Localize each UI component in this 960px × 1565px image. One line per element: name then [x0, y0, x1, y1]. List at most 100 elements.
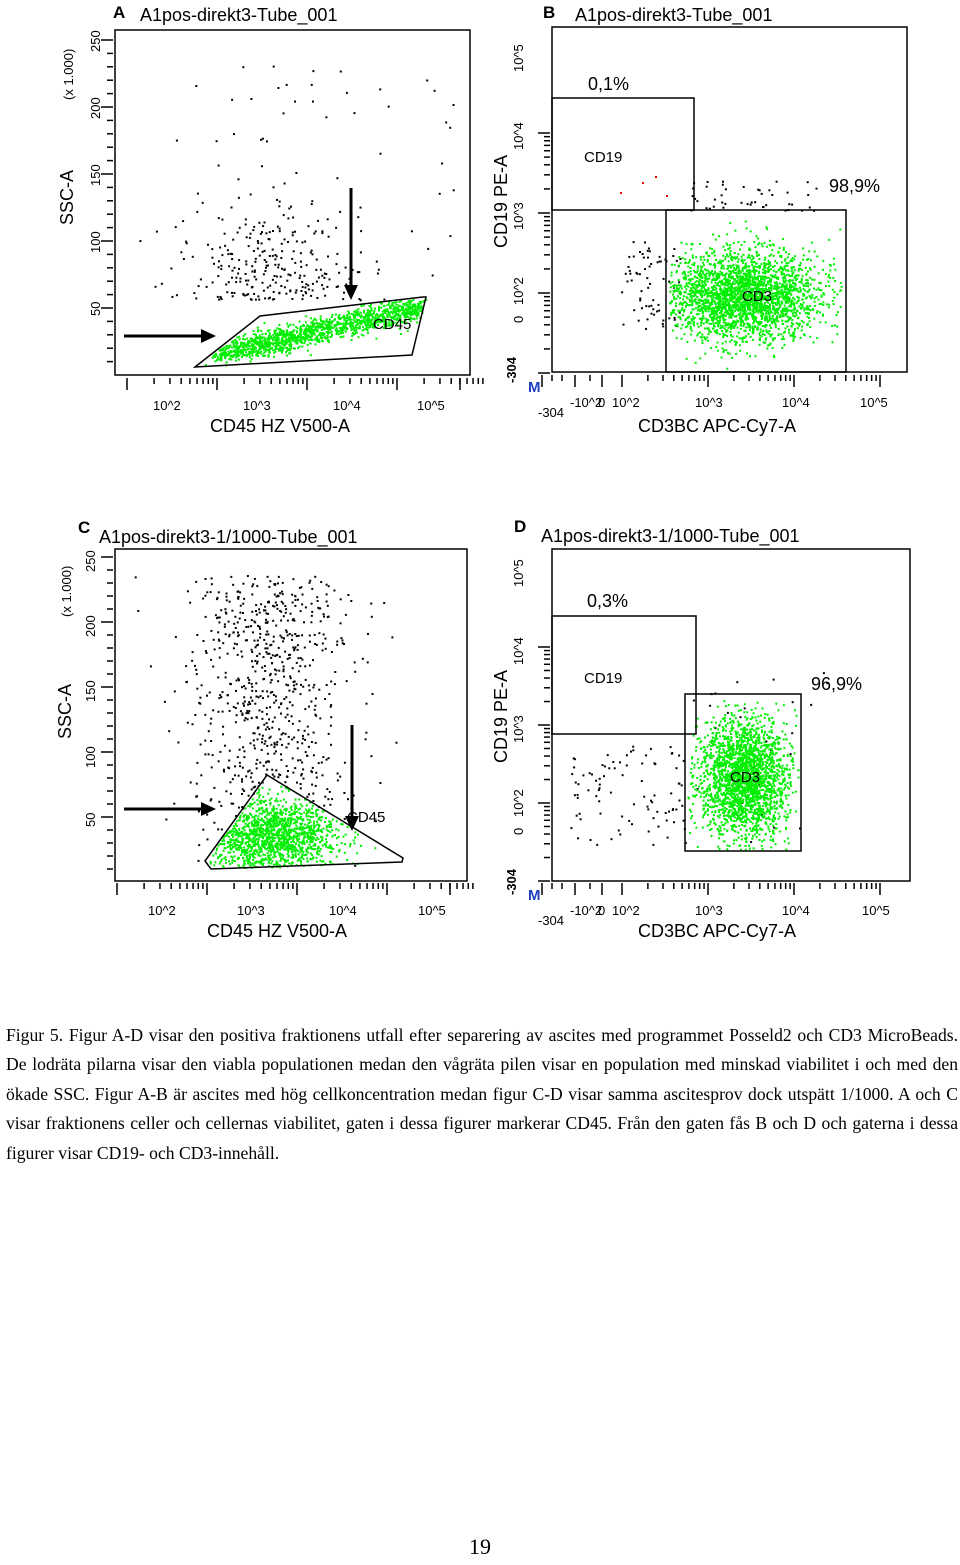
cd3-event	[729, 264, 732, 267]
cd3-event	[772, 295, 775, 298]
ungated-event	[315, 258, 318, 261]
gated-event	[248, 351, 251, 354]
cd3-event	[781, 322, 784, 325]
cd3-event	[683, 291, 686, 294]
cd3-event	[762, 330, 765, 333]
gated-event	[294, 338, 297, 341]
gated-event	[212, 354, 215, 357]
gated-event	[386, 304, 389, 307]
gated-event	[362, 326, 365, 328]
cd3-event	[726, 289, 729, 292]
ungated-event	[235, 815, 238, 817]
cd3-event	[735, 314, 738, 317]
cd3-event	[748, 308, 751, 311]
cd3-event	[784, 327, 787, 330]
cd3-event	[768, 289, 771, 292]
ungated-event	[339, 70, 342, 73]
ungated-event	[329, 724, 332, 727]
ungated-event	[225, 283, 228, 286]
gated-event	[224, 348, 227, 351]
ungated-event	[228, 635, 231, 638]
gated-event	[377, 320, 380, 323]
cd3-event	[805, 296, 808, 299]
ungated-event	[261, 250, 264, 253]
cd3-event	[792, 296, 795, 299]
ungated-event	[241, 714, 244, 716]
ungated-event	[219, 246, 222, 249]
cd3-event	[670, 313, 673, 316]
ungated-event	[251, 593, 254, 596]
cd3-event	[792, 323, 794, 326]
ungated-event	[319, 620, 322, 623]
cd3-event	[828, 263, 831, 266]
cd3-event	[739, 316, 741, 319]
ungated-event	[353, 112, 356, 115]
gated-event	[214, 360, 217, 363]
cd3-event	[715, 288, 718, 291]
cd3-event	[805, 273, 808, 276]
ungated-event	[653, 313, 656, 316]
cd3-event	[691, 277, 694, 280]
cd3-event	[787, 319, 790, 322]
ungated-event	[189, 781, 192, 784]
gated-event	[318, 322, 321, 325]
cd3-event	[673, 296, 676, 299]
gated-event	[394, 305, 397, 308]
ungated-event	[275, 750, 277, 753]
cd3-event	[737, 300, 740, 303]
cd3-event	[696, 277, 699, 279]
cd3-event	[696, 296, 699, 298]
cd3-event	[692, 286, 695, 289]
gated-event	[277, 341, 280, 344]
cd3-event	[715, 345, 718, 348]
gated-event	[401, 312, 404, 315]
ungated-event	[231, 276, 233, 279]
cd3-event	[685, 318, 687, 321]
cd3-event	[683, 308, 686, 311]
cd3-event	[803, 307, 806, 310]
ungated-event	[303, 621, 305, 624]
gated-event	[408, 312, 411, 315]
cd3-event	[711, 288, 714, 291]
ungated-event	[264, 728, 267, 731]
ungated-event	[258, 298, 261, 301]
cd3-event	[689, 292, 692, 295]
gated-event	[380, 319, 382, 322]
ungated-event	[226, 249, 229, 252]
cd3-event	[685, 276, 687, 279]
ungated-event	[231, 609, 234, 612]
cd3-event	[768, 319, 771, 322]
gated-event	[281, 339, 284, 342]
ungated-event	[325, 600, 328, 603]
ungated-event	[250, 619, 253, 622]
cd3-event	[759, 328, 762, 331]
ungated-event	[255, 767, 258, 770]
ungated-event	[239, 611, 242, 614]
cd3-event	[775, 270, 778, 273]
cd3-event	[736, 287, 739, 290]
gated-event	[368, 305, 371, 308]
cd3-event	[717, 296, 720, 298]
gated-event	[355, 329, 358, 332]
cd3-event	[727, 274, 730, 277]
gated-event	[230, 346, 233, 349]
gated-event	[244, 354, 247, 357]
ungated-event	[221, 254, 224, 257]
cd3-event	[788, 275, 791, 278]
cd3-event	[764, 341, 767, 344]
gated-event	[273, 351, 276, 354]
gated-event	[324, 327, 327, 330]
cd3-event	[738, 272, 741, 275]
cd3-event	[675, 270, 678, 272]
gated-event	[242, 334, 245, 337]
gated-event	[419, 316, 422, 319]
cd3-event	[758, 338, 761, 341]
cd3-event	[723, 267, 726, 270]
cd3-event	[725, 315, 727, 318]
gated-event	[309, 325, 311, 328]
ungated-event	[287, 273, 290, 276]
ungated-event	[278, 291, 281, 294]
cd3-event	[691, 319, 694, 322]
cd3-event	[708, 303, 711, 306]
cd3-event	[808, 320, 811, 323]
